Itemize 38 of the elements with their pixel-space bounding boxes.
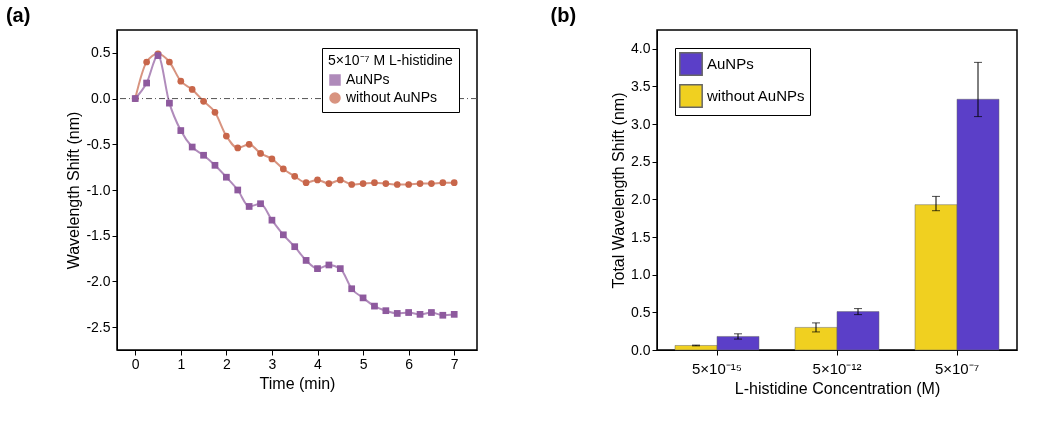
y-tick-label: 0.5 (91, 44, 111, 61)
x-tick-label: 3 (268, 355, 277, 372)
y-tick-label: -2.0 (86, 272, 111, 289)
y-tick-label: 3.5 (631, 77, 651, 94)
y-tick-label: 2.0 (631, 190, 651, 207)
legend-label: AuNPs (707, 55, 754, 72)
chart-title: (b) (550, 4, 577, 26)
y-axis-title: Total Wavelength Shift (nm) (610, 92, 628, 289)
y-tick-label: 1.0 (631, 266, 651, 283)
legend-label: without AuNPs (706, 87, 805, 104)
x-tick-label: 0 (131, 355, 140, 372)
y-tick-label: 0.5 (631, 303, 651, 320)
y-axis-title: Wavelength Shift (nm) (65, 111, 83, 270)
x-tick-label: 5×10⁻¹² (812, 359, 862, 377)
x-tick-label: 5×10⁻⁷ (934, 359, 980, 377)
x-tick-label: 5 (359, 355, 368, 372)
x-tick-label: 7 (450, 355, 459, 372)
x-tick-label: 5×10⁻¹⁵ (692, 359, 742, 377)
y-tick-label: -0.5 (86, 135, 111, 152)
y-tick-label: 1.5 (631, 228, 651, 245)
x-tick-label: 6 (405, 355, 414, 372)
legend-label: AuNPs (346, 71, 390, 87)
y-tick-label: -1.5 (86, 227, 111, 244)
y-tick-label: -1.0 (86, 181, 111, 198)
y-tick-label: 3.0 (631, 115, 651, 132)
y-tick-label: 2.5 (631, 153, 651, 170)
x-tick-label: 1 (177, 355, 186, 372)
x-tick-label: 2 (222, 355, 231, 372)
y-tick-label: -2.5 (86, 318, 111, 335)
y-tick-label: 0.0 (631, 341, 651, 358)
x-tick-label: 4 (314, 355, 323, 372)
y-tick-label: 4.0 (631, 40, 651, 57)
chart-title: (a) (5, 4, 31, 26)
x-axis-title: L-histidine Concentration (M) (734, 379, 941, 397)
y-tick-label: 0.0 (91, 90, 111, 107)
x-axis-title: Time (min) (259, 374, 336, 392)
legend-title: 5×10⁻⁷ M L-histidine (328, 52, 454, 68)
legend-label: without AuNPs (345, 89, 438, 105)
